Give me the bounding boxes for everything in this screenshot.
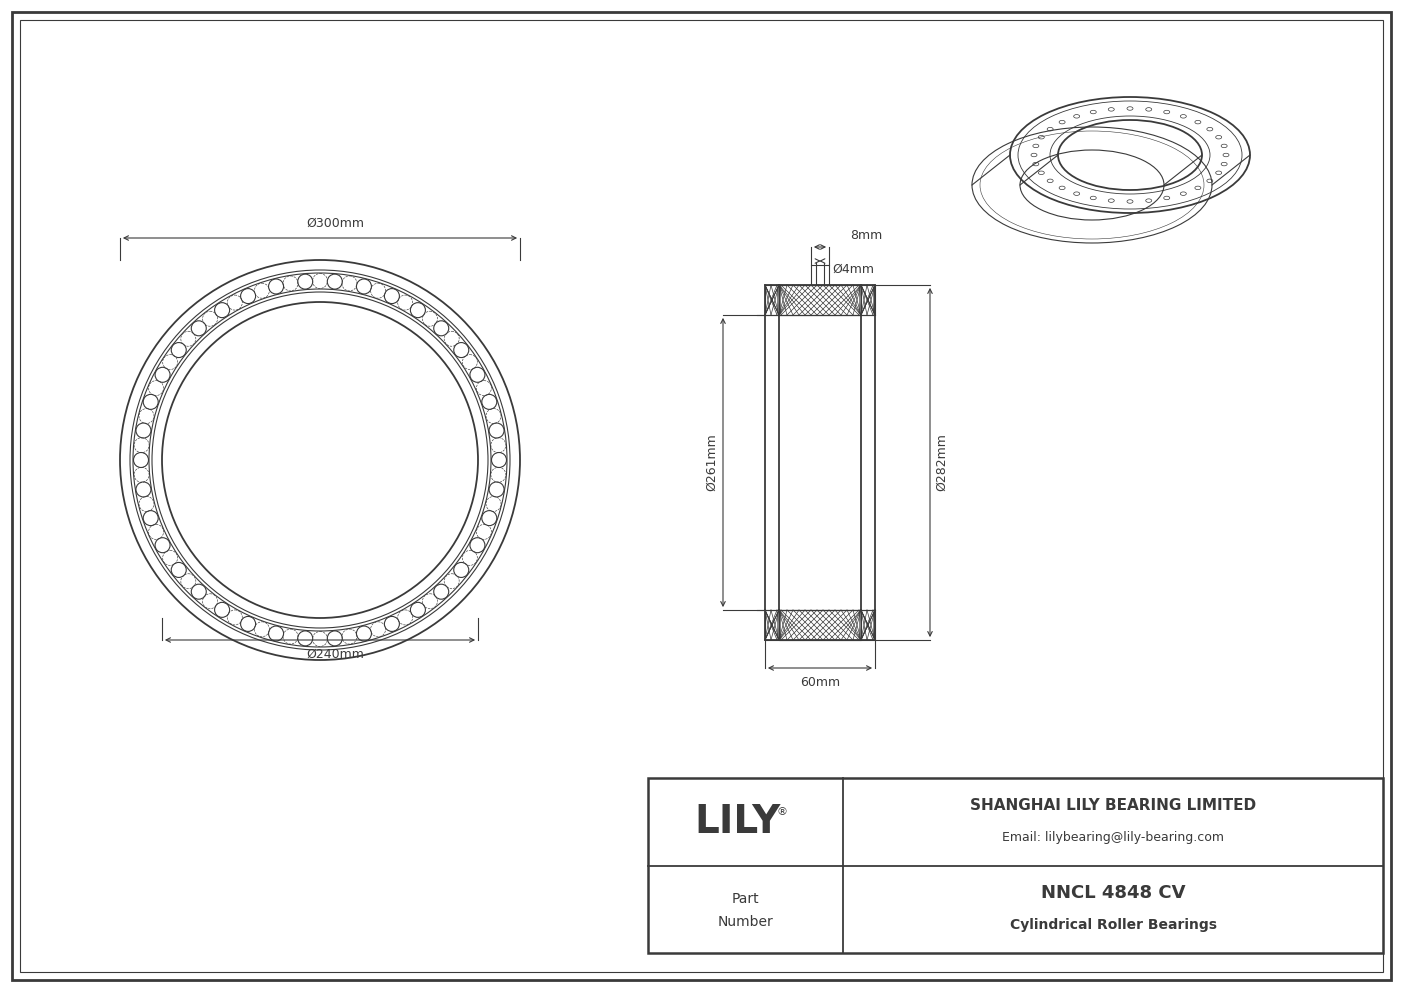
Text: Ø261mm: Ø261mm: [704, 434, 718, 491]
Text: SHANGHAI LILY BEARING LIMITED: SHANGHAI LILY BEARING LIMITED: [969, 799, 1256, 813]
Bar: [779, 285, 861, 315]
Bar: [765, 285, 875, 315]
Text: ®: ®: [777, 806, 788, 816]
Bar: [765, 610, 875, 640]
Text: Cylindrical Roller Bearings: Cylindrical Roller Bearings: [1010, 918, 1216, 932]
Text: Number: Number: [717, 916, 773, 930]
Text: Part: Part: [732, 892, 759, 906]
Text: Ø282mm: Ø282mm: [934, 434, 948, 491]
Text: NNCL 4848 CV: NNCL 4848 CV: [1041, 885, 1186, 903]
Bar: [779, 610, 861, 640]
Text: Ø240mm: Ø240mm: [306, 648, 363, 661]
Text: Ø4mm: Ø4mm: [832, 263, 874, 276]
Text: 60mm: 60mm: [800, 676, 840, 689]
Text: 8mm: 8mm: [850, 229, 882, 242]
Text: Email: lilybearing@lily-bearing.com: Email: lilybearing@lily-bearing.com: [1002, 831, 1223, 844]
Text: Ø300mm: Ø300mm: [306, 217, 363, 230]
Bar: [811, 265, 829, 285]
Bar: [648, 778, 1383, 953]
Bar: [765, 285, 875, 640]
Text: LILY: LILY: [694, 803, 780, 841]
